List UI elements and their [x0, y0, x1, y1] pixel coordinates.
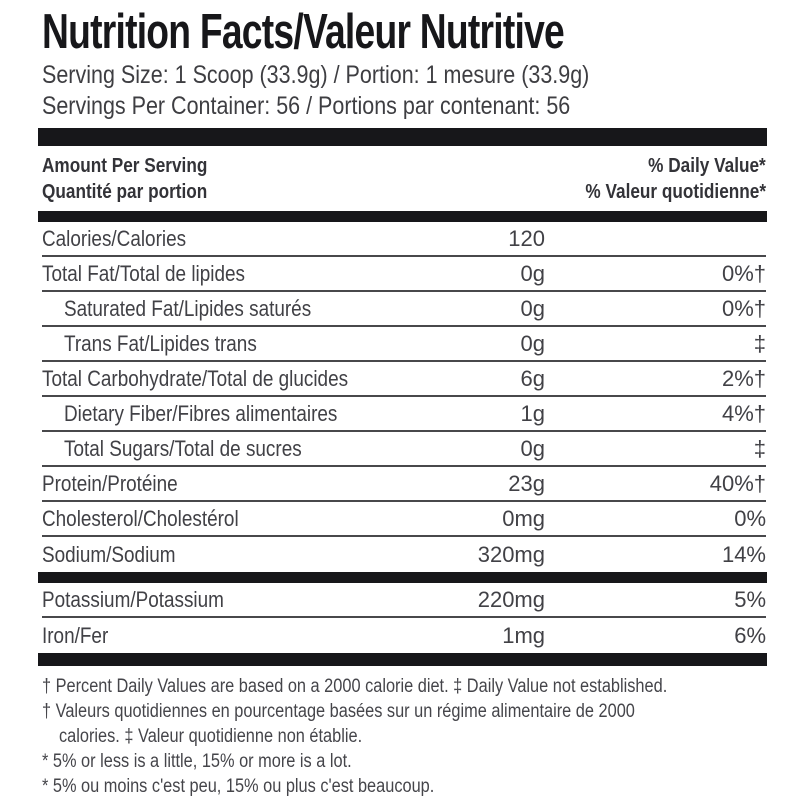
nutrient-amount: 0g [520, 330, 545, 356]
nutrient-label: Total Fat/Total de lipides [42, 260, 245, 286]
nutrient-label: Potassium/Potassium [42, 586, 224, 612]
nutrient-label: Protein/Protéine [42, 470, 178, 496]
nutrient-daily-value: 4%† [721, 400, 766, 426]
divider-thick-top [38, 128, 767, 146]
footnote-daily-value-fr: † Valeurs quotidiennes en pourcentage ba… [42, 701, 635, 722]
daily-value-header: % Daily Value* % Valeur quotidienne* [556, 153, 766, 205]
nutrient-row-total-fat: Total Fat/Total de lipides 0g 0%† [42, 257, 766, 292]
nutrient-row-protein: Protein/Protéine 23g 40%† [42, 467, 766, 502]
nutrient-daily-value: 6% [734, 622, 766, 648]
amount-header-fr: Quantité par portion [42, 181, 208, 203]
servings-per-container-text: Servings Per Container: 56 / Portions pa… [42, 92, 571, 120]
footnote-five-percent-fr: * 5% ou moins c'est peu, 15% ou plus c'e… [42, 776, 435, 797]
nutrient-daily-value: 40%† [709, 470, 766, 496]
nutrient-row-total-carbohydrate: Total Carbohydrate/Total de glucides 6g … [42, 362, 766, 397]
nutrient-row-cholesterol: Cholesterol/Cholestérol 0mg 0% [42, 502, 766, 537]
nutrient-amount: 23g [508, 470, 545, 496]
nutrient-row-trans-fat: Trans Fat/Lipides trans 0g ‡ [42, 327, 766, 362]
nutrient-row-dietary-fiber: Dietary Fiber/Fibres alimentaires 1g 4%† [42, 397, 766, 432]
footnote-five-percent-en: * 5% or less is a little, 15% or more is… [42, 751, 352, 772]
nutrient-daily-value: ‡ [753, 330, 766, 356]
nutrient-label: Total Carbohydrate/Total de glucides [42, 365, 349, 391]
divider-medium-minerals [38, 572, 767, 583]
nutrient-amount: 0g [520, 435, 545, 461]
label-title: Nutrition Facts/Valeur Nutritive [42, 6, 766, 58]
nutrient-label: Calories/Calories [42, 225, 187, 251]
column-headers: Amount Per Serving Quantité par portion … [42, 146, 766, 211]
nutrient-label: Trans Fat/Lipides trans [64, 330, 257, 356]
nutrient-amount: 1g [520, 400, 545, 426]
nutrient-row-potassium: Potassium/Potassium 220mg 5% [42, 583, 766, 618]
amount-header-en: Amount Per Serving [42, 155, 208, 177]
footnotes: † Percent Daily Values are based on a 20… [42, 674, 766, 799]
nutrient-label: Iron/Fer [42, 622, 109, 648]
serving-size-text: Serving Size: 1 Scoop (33.9g) / Portion:… [42, 61, 590, 89]
nutrient-daily-value: 0%† [721, 260, 766, 286]
nutrient-label: Sodium/Sodium [42, 541, 176, 567]
nutrient-label: Saturated Fat/Lipides saturés [64, 295, 312, 321]
nutrient-label: Cholesterol/Cholestérol [42, 505, 239, 531]
nutrient-label: Dietary Fiber/Fibres alimentaires [64, 400, 338, 426]
nutrient-daily-value: 0% [734, 505, 766, 531]
nutrient-row-iron: Iron/Fer 1mg 6% [42, 618, 766, 653]
nutrient-daily-value: 2%† [721, 365, 766, 391]
footnote-daily-value-fr-cont: calories. ‡ Valeur quotidienne non établ… [59, 726, 363, 747]
nutrient-row-saturated-fat: Saturated Fat/Lipides saturés 0g 0%† [42, 292, 766, 327]
divider-thick-bottom [38, 653, 767, 666]
nutrient-row-sodium: Sodium/Sodium 320mg 14% [42, 537, 766, 572]
nutrient-row-total-sugars: Total Sugars/Total de sucres 0g ‡ [42, 432, 766, 467]
daily-value-header-en: % Daily Value* [648, 155, 766, 177]
nutrient-amount: 320mg [477, 541, 545, 567]
nutrient-daily-value: 14% [721, 541, 766, 567]
label-title-text: Nutrition Facts/Valeur Nutritive [42, 5, 565, 59]
amount-per-serving-header: Amount Per Serving Quantité par portion [42, 153, 234, 205]
nutrient-row-calories: Calories/Calories 120 [42, 222, 766, 257]
nutrient-amount: 120 [508, 225, 545, 251]
nutrient-daily-value: 0%† [721, 295, 766, 321]
nutrient-daily-value: 5% [734, 586, 766, 612]
nutrient-daily-value: ‡ [753, 435, 766, 461]
nutrient-amount: 1mg [502, 622, 545, 648]
nutrient-amount: 0mg [502, 505, 545, 531]
daily-value-header-fr: % Valeur quotidienne* [585, 181, 766, 203]
nutrition-table: Calories/Calories 120 Total Fat/Total de… [38, 222, 767, 666]
nutrient-amount: 0g [520, 295, 545, 321]
nutrient-label: Total Sugars/Total de sucres [64, 435, 302, 461]
serving-size-line: Serving Size: 1 Scoop (33.9g) / Portion:… [42, 60, 766, 91]
servings-per-container-line: Servings Per Container: 56 / Portions pa… [42, 91, 766, 122]
nutrient-amount: 6g [520, 365, 545, 391]
divider-medium-header [38, 211, 767, 222]
nutrient-amount: 0g [520, 260, 545, 286]
footnote-daily-value-en: † Percent Daily Values are based on a 20… [42, 676, 668, 697]
nutrient-amount: 220mg [477, 586, 545, 612]
